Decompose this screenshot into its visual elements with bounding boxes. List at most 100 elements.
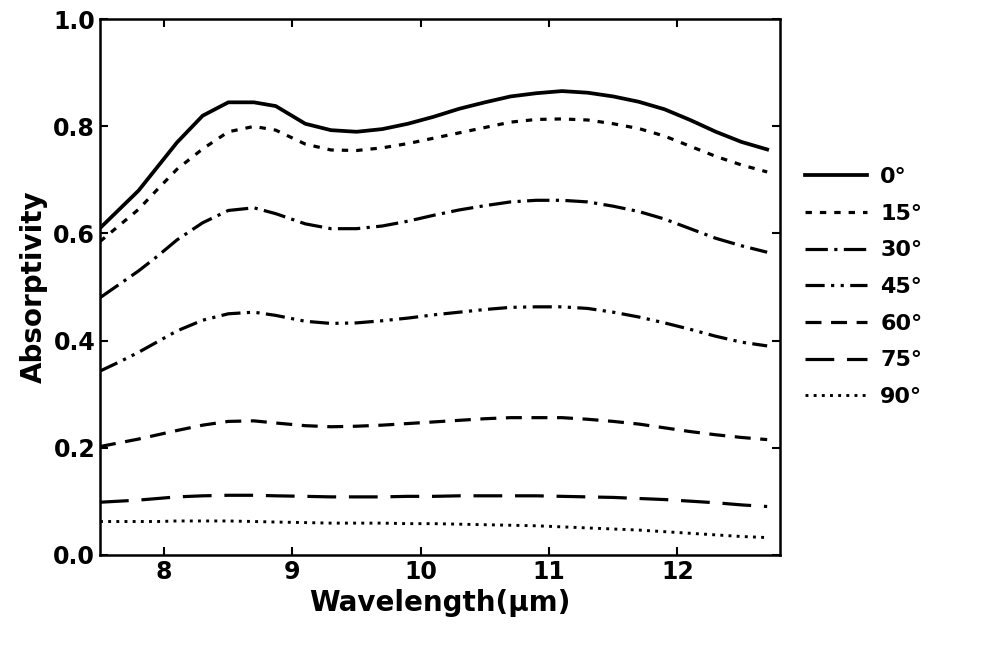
- 75°: [376, 493, 388, 501]
- 15°: [351, 146, 363, 154]
- 90°: [530, 522, 542, 530]
- 60°: [736, 433, 748, 441]
- Line: 45°: 45°: [100, 307, 767, 371]
- 0°: [197, 112, 209, 119]
- 45°: [736, 338, 748, 346]
- 90°: [94, 518, 106, 526]
- 60°: [351, 422, 363, 430]
- 0°: [556, 87, 568, 95]
- 75°: [736, 501, 748, 509]
- 90°: [710, 531, 722, 539]
- 45°: [299, 317, 311, 325]
- Line: 15°: 15°: [100, 119, 767, 241]
- 15°: [710, 152, 722, 160]
- 30°: [530, 197, 542, 204]
- 15°: [299, 140, 311, 148]
- 75°: [479, 492, 491, 500]
- 75°: [659, 496, 671, 504]
- 30°: [325, 225, 337, 233]
- 30°: [453, 206, 465, 213]
- 0°: [270, 102, 282, 110]
- 30°: [197, 219, 209, 226]
- 45°: [376, 317, 388, 324]
- 45°: [171, 327, 183, 335]
- 90°: [556, 523, 568, 531]
- 60°: [248, 417, 260, 425]
- 60°: [582, 415, 594, 423]
- 30°: [270, 210, 282, 217]
- 45°: [113, 358, 125, 366]
- 15°: [505, 118, 517, 126]
- 45°: [402, 314, 414, 322]
- 90°: [761, 533, 773, 541]
- 75°: [428, 493, 440, 501]
- 75°: [299, 493, 311, 501]
- 60°: [556, 414, 568, 422]
- 90°: [402, 520, 414, 528]
- 60°: [659, 424, 671, 432]
- 15°: [222, 128, 234, 135]
- 60°: [376, 421, 388, 429]
- 75°: [505, 492, 517, 500]
- 90°: [453, 521, 465, 528]
- 75°: [152, 495, 164, 502]
- 15°: [684, 143, 696, 150]
- 60°: [299, 422, 311, 430]
- 75°: [761, 502, 773, 510]
- 60°: [761, 436, 773, 444]
- 90°: [171, 517, 183, 525]
- Line: 90°: 90°: [100, 521, 767, 537]
- 30°: [299, 220, 311, 228]
- 90°: [684, 530, 696, 537]
- 45°: [132, 348, 144, 356]
- 60°: [710, 431, 722, 439]
- 15°: [376, 144, 388, 152]
- 30°: [171, 236, 183, 244]
- 75°: [710, 499, 722, 506]
- 0°: [222, 99, 234, 106]
- 75°: [633, 495, 645, 502]
- 30°: [376, 222, 388, 230]
- 75°: [94, 499, 106, 506]
- 45°: [351, 319, 363, 327]
- 90°: [659, 528, 671, 535]
- 0°: [479, 99, 491, 106]
- 90°: [152, 518, 164, 526]
- 45°: [582, 304, 594, 312]
- 15°: [113, 222, 125, 230]
- 15°: [325, 146, 337, 154]
- 75°: [113, 497, 125, 505]
- 75°: [453, 492, 465, 500]
- 0°: [633, 98, 645, 106]
- 15°: [633, 124, 645, 132]
- 75°: [684, 497, 696, 505]
- 30°: [633, 208, 645, 215]
- 30°: [659, 215, 671, 223]
- 90°: [633, 526, 645, 534]
- 45°: [556, 303, 568, 311]
- 45°: [428, 311, 440, 319]
- 30°: [505, 198, 517, 206]
- 45°: [270, 312, 282, 319]
- 30°: [113, 281, 125, 288]
- 60°: [607, 417, 619, 425]
- 0°: [505, 93, 517, 101]
- 90°: [248, 518, 260, 526]
- 15°: [479, 124, 491, 132]
- 75°: [325, 493, 337, 501]
- 0°: [351, 128, 363, 135]
- 60°: [113, 439, 125, 447]
- 60°: [428, 418, 440, 426]
- 90°: [479, 521, 491, 529]
- 15°: [248, 123, 260, 130]
- Y-axis label: Absorptivity: Absorptivity: [20, 191, 48, 383]
- 90°: [222, 517, 234, 525]
- 75°: [530, 492, 542, 500]
- Line: 75°: 75°: [100, 495, 767, 506]
- 60°: [633, 420, 645, 428]
- 0°: [530, 90, 542, 97]
- Line: 60°: 60°: [100, 418, 767, 446]
- 15°: [607, 120, 619, 128]
- 45°: [152, 338, 164, 346]
- 30°: [222, 206, 234, 214]
